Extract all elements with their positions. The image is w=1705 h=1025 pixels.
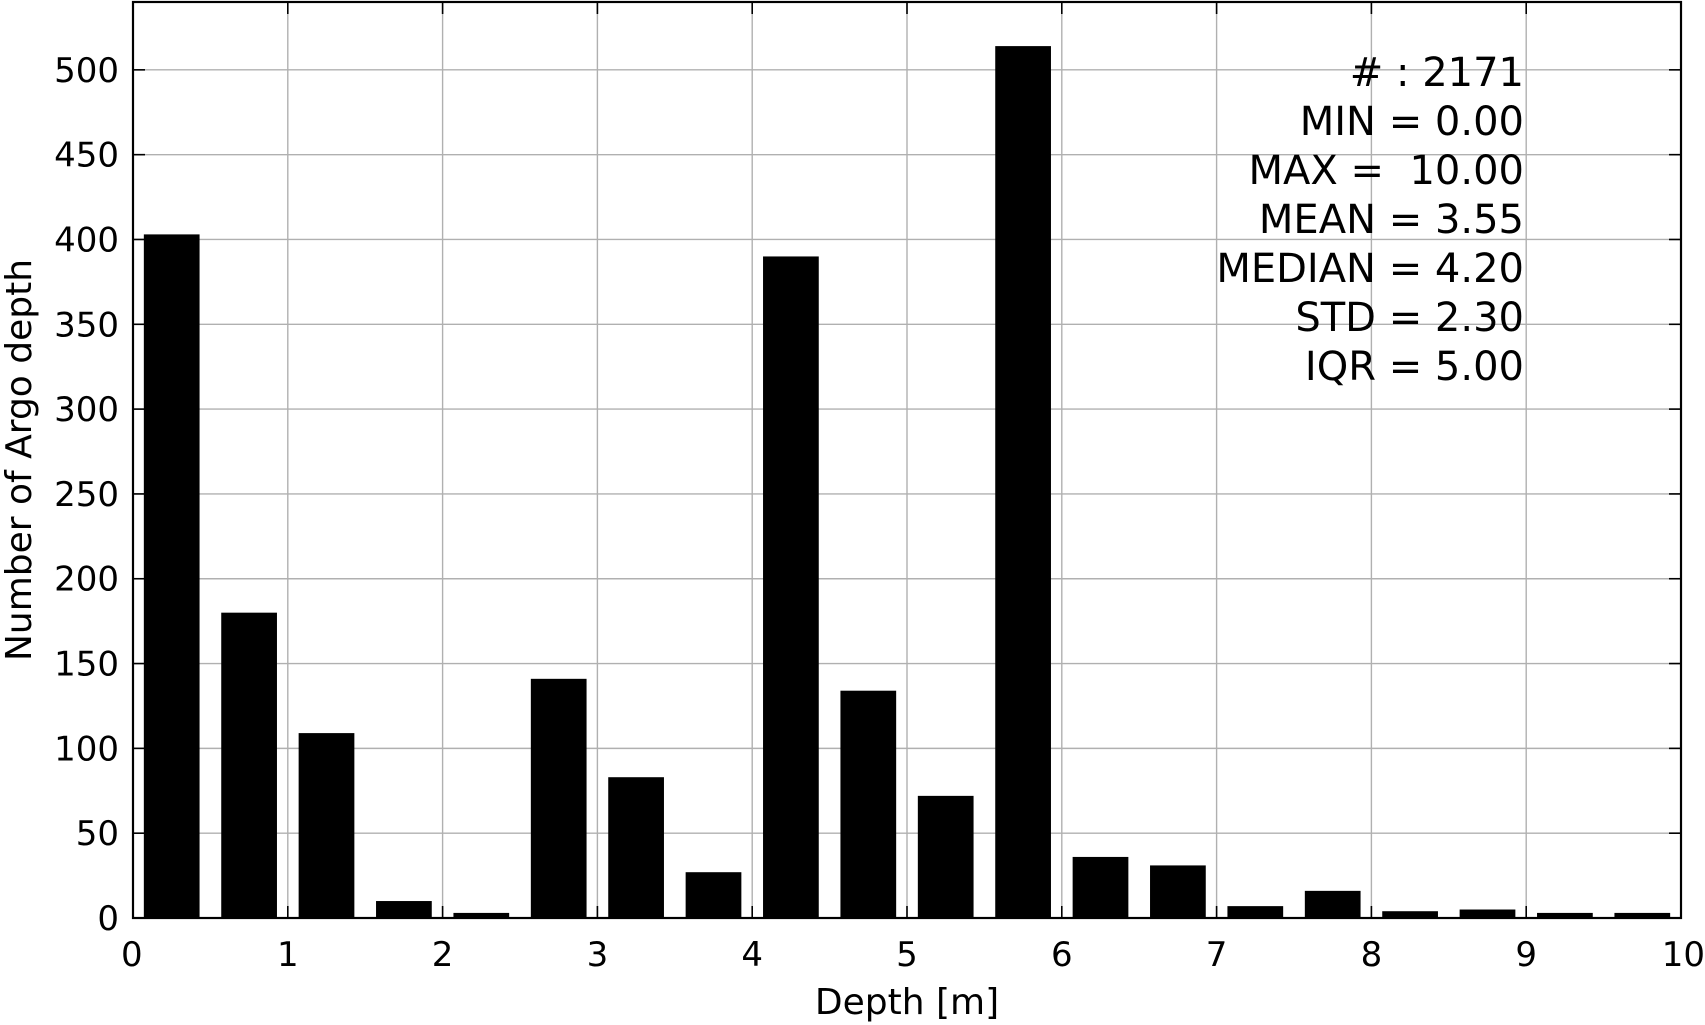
y-tick-label: 250 [54, 475, 119, 515]
plot-frame [131, 0, 1683, 920]
y-tick-label: 350 [54, 305, 119, 345]
y-tick-label: 400 [54, 220, 119, 260]
stats-line: MIN = 0.00 [1300, 99, 1524, 145]
y-tick-label: 500 [54, 51, 119, 91]
histogram-bar [917, 795, 974, 918]
histogram-bar [1537, 912, 1593, 918]
histogram-bar [1614, 912, 1671, 918]
histogram-bar [1072, 856, 1129, 918]
x-tick-label: 8 [1361, 935, 1383, 975]
histogram-bar [453, 912, 510, 918]
bars [143, 46, 1671, 919]
y-tick-labels: 0 50 100 150 200 250 300 350 400 450 500 [54, 51, 119, 939]
histogram-bar [840, 690, 897, 918]
histogram-bar [298, 733, 355, 918]
histogram-bar [1382, 911, 1438, 918]
stats-line: MEDIAN = 4.20 [1216, 246, 1524, 292]
x-tick-label: 1 [277, 935, 299, 975]
histogram-bar [685, 872, 742, 918]
y-tick-label: 450 [54, 136, 119, 176]
histogram-bar [530, 678, 587, 918]
x-tick-label: 2 [432, 935, 454, 975]
x-tick-label: 0 [121, 935, 143, 975]
x-tick-label: 10 [1662, 935, 1705, 975]
histogram-bar [763, 256, 819, 918]
histogram-bar [1304, 890, 1361, 918]
x-tick-label: 4 [741, 935, 763, 975]
histogram-bar [1459, 909, 1516, 918]
y-tick-label: 150 [54, 645, 119, 685]
y-axis-title: Number of Argo depth [0, 259, 40, 661]
stats-line: IQR = 5.00 [1305, 344, 1524, 390]
x-tick-label: 9 [1515, 935, 1537, 975]
stats-line: MAX = 10.00 [1249, 148, 1524, 194]
histogram-bar [608, 777, 664, 918]
histogram-bar [1227, 906, 1284, 918]
x-tick-label: 3 [587, 935, 609, 975]
histogram-bar [143, 234, 200, 919]
histogram-bar [995, 46, 1051, 919]
histogram-bar [376, 901, 432, 918]
stats-line: MEAN = 3.55 [1259, 197, 1524, 243]
x-tick-label: 5 [896, 935, 918, 975]
stats-line: # : 2171 [1350, 50, 1524, 96]
y-tick-label: 200 [54, 560, 119, 600]
x-tick-labels: 0 1 2 3 4 5 6 7 8 9 10 [121, 935, 1705, 975]
y-tick-label: 300 [54, 390, 119, 430]
y-tick-label: 50 [76, 814, 119, 854]
x-tick-label: 7 [1206, 935, 1228, 975]
stats-line: STD = 2.30 [1295, 295, 1524, 341]
histogram-bar [1150, 865, 1206, 918]
x-tick-label: 6 [1051, 935, 1073, 975]
y-tick-label: 0 [97, 899, 119, 939]
histogram-bar [221, 612, 277, 918]
y-tick-label: 100 [54, 729, 119, 769]
x-axis-title: Depth [m] [815, 982, 999, 1023]
